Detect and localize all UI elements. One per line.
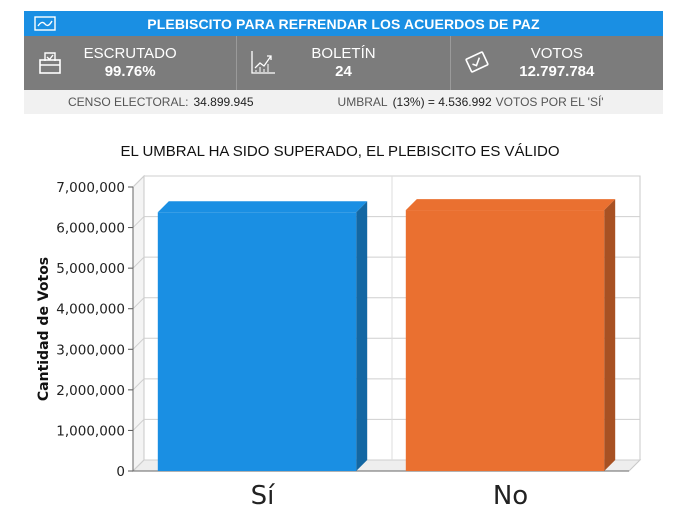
y-tick-label: 2,000,000 — [56, 383, 125, 399]
colombia-flag-logo-icon — [34, 16, 56, 31]
bar-side-sí — [356, 201, 368, 471]
bar-top-sí — [157, 201, 368, 213]
y-tick-label: 4,000,000 — [56, 302, 125, 318]
censo-label: CENSO ELECTORAL: — [68, 95, 189, 109]
stat-label: VOTOS — [530, 45, 583, 62]
umbral-label: UMBRAL — [337, 95, 388, 109]
stat-label: ESCRUTADO — [83, 45, 177, 62]
y-axis-title: Cantidad de Votos — [36, 257, 52, 401]
page-title: PLEBISCITO PARA REFRENDAR LOS ACUERDOS D… — [147, 15, 540, 32]
y-tick-label: 3,000,000 — [56, 342, 125, 358]
vote-card-icon — [465, 51, 489, 73]
x-tick-label: Sí — [251, 481, 276, 511]
stat-escrutado: ESCRUTADO 99.76% — [24, 36, 238, 90]
gridline — [132, 175, 640, 188]
stat-boletin: BOLETÍN 24 — [237, 36, 451, 90]
y-tick-label: 1,000,000 — [56, 423, 125, 439]
bar-top-no — [405, 199, 616, 211]
plot-left-wall — [132, 174, 145, 473]
info-bar: CENSO ELECTORAL: 34.899.945 UMBRAL (13%)… — [24, 90, 663, 114]
y-tick-label: 7,000,000 — [56, 180, 125, 196]
bar-sí — [157, 212, 357, 471]
trend-chart-icon — [251, 51, 276, 74]
stat-value: 12.797.784 — [519, 63, 595, 80]
y-tick-label: 5,000,000 — [56, 261, 125, 277]
umbral-suffix: VOTOS POR EL 'SÍ' — [495, 95, 604, 109]
bar-side-no — [604, 199, 616, 471]
stat-votos: VOTOS 12.797.784 — [451, 36, 663, 90]
y-tick-label: 0 — [116, 464, 125, 480]
stat-value: 99.76% — [104, 63, 156, 80]
stat-value: 24 — [335, 63, 352, 80]
censo-value: 34.899.945 — [193, 95, 254, 109]
bar-no — [405, 210, 605, 471]
stat-label: BOLETÍN — [311, 45, 376, 62]
x-tick-label: No — [493, 481, 528, 511]
y-tick-label: 6,000,000 — [56, 221, 125, 237]
chart-title: EL UMBRAL HA SIDO SUPERADO, EL PLEBISCIT… — [120, 143, 560, 160]
umbral-value: (13%) = 4.536.992 — [392, 95, 492, 109]
ballot-box-icon — [39, 52, 61, 74]
stats-bar: ESCRUTADO 99.76% BOLETÍN 24 VOTOS 12.797… — [24, 36, 663, 90]
title-bar: PLEBISCITO PARA REFRENDAR LOS ACUERDOS D… — [24, 11, 663, 36]
